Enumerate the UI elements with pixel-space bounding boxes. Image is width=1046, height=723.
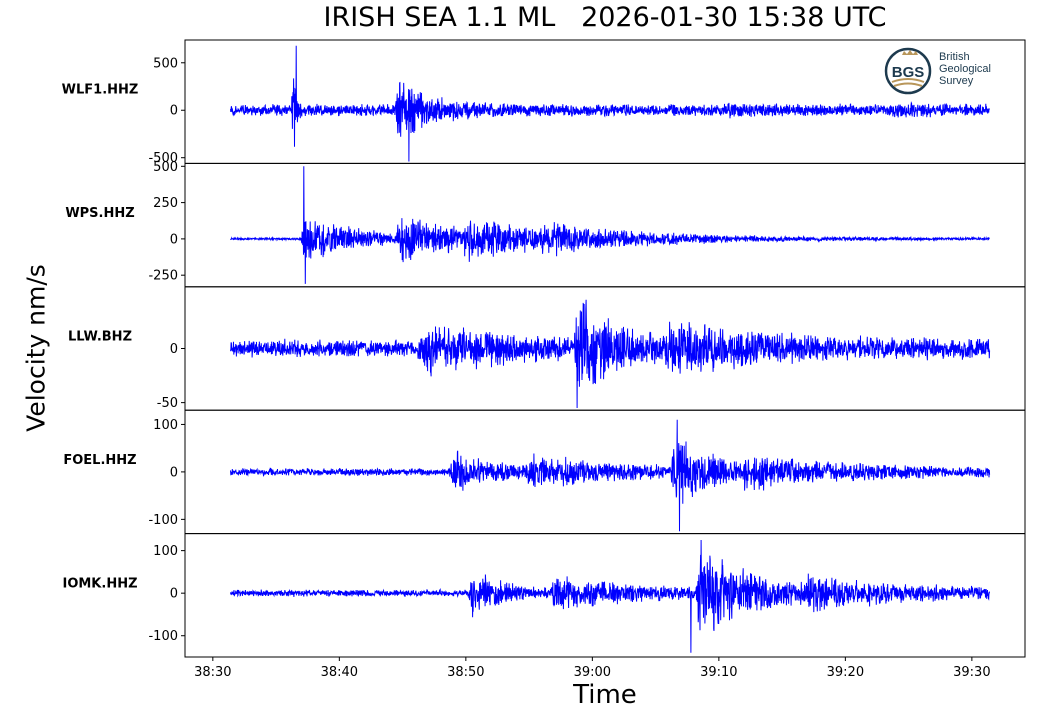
- y-tick-label: 250: [153, 196, 178, 211]
- y-tick-label: 0: [170, 104, 178, 119]
- bgs-mark-text: BGS: [892, 64, 925, 81]
- x-tick-label: 39:10: [700, 665, 737, 680]
- station-label: FOEL.HHZ: [63, 453, 136, 468]
- station-label: WLF1.HHZ: [62, 83, 139, 98]
- bgs-logo: BGS British Geological Survey: [884, 46, 1004, 96]
- y-tick-label: 0: [170, 342, 178, 357]
- waveform-trace: [230, 45, 990, 162]
- x-tick-label: 38:40: [321, 665, 358, 680]
- y-tick-label: -250: [148, 269, 178, 284]
- bgs-logo-line: Survey: [939, 75, 974, 87]
- y-tick-label: -100: [148, 629, 178, 644]
- station-label: IOMK.HHZ: [62, 576, 137, 591]
- station-label: LLW.BHZ: [68, 330, 132, 345]
- panel-frame: [184, 162, 1026, 288]
- y-tick-label: 100: [153, 544, 178, 559]
- x-tick-label: 38:50: [447, 665, 484, 680]
- x-tick-label: 38:30: [194, 665, 231, 680]
- y-tick-label: 0: [170, 465, 178, 480]
- x-tick-label: 39:00: [574, 665, 611, 680]
- chart-title: IRISH SEA 1.1 ML 2026-01-30 15:38 UTC: [323, 2, 887, 33]
- bgs-logo-line: British: [939, 51, 970, 63]
- y-axis-label: Velocity nm/s: [21, 264, 51, 432]
- waveform-trace: [230, 299, 991, 409]
- bgs-logo-text: British Geological Survey: [939, 51, 991, 87]
- y-tick-label: 0: [170, 587, 178, 602]
- y-tick-label: 0: [170, 232, 178, 247]
- waveform-trace: [230, 166, 990, 284]
- y-tick-label: -500: [148, 151, 178, 166]
- y-tick-label: 100: [153, 418, 178, 433]
- waveform-trace: [230, 419, 991, 532]
- waveform-trace: [230, 539, 991, 653]
- station-label: WPS.HHZ: [65, 206, 134, 221]
- x-tick-label: 39:30: [953, 665, 990, 680]
- panel-frame: [184, 533, 1026, 658]
- y-tick-label: 500: [153, 56, 178, 71]
- x-axis-label: Time: [573, 680, 637, 710]
- y-tick-label: 500: [153, 160, 178, 175]
- bgs-logo-mark-icon: BGS: [884, 47, 932, 95]
- x-tick-label: 39:20: [827, 665, 864, 680]
- y-tick-label: -50: [157, 396, 178, 411]
- y-tick-label: -100: [148, 513, 178, 528]
- bgs-logo-line: Geological: [939, 63, 991, 75]
